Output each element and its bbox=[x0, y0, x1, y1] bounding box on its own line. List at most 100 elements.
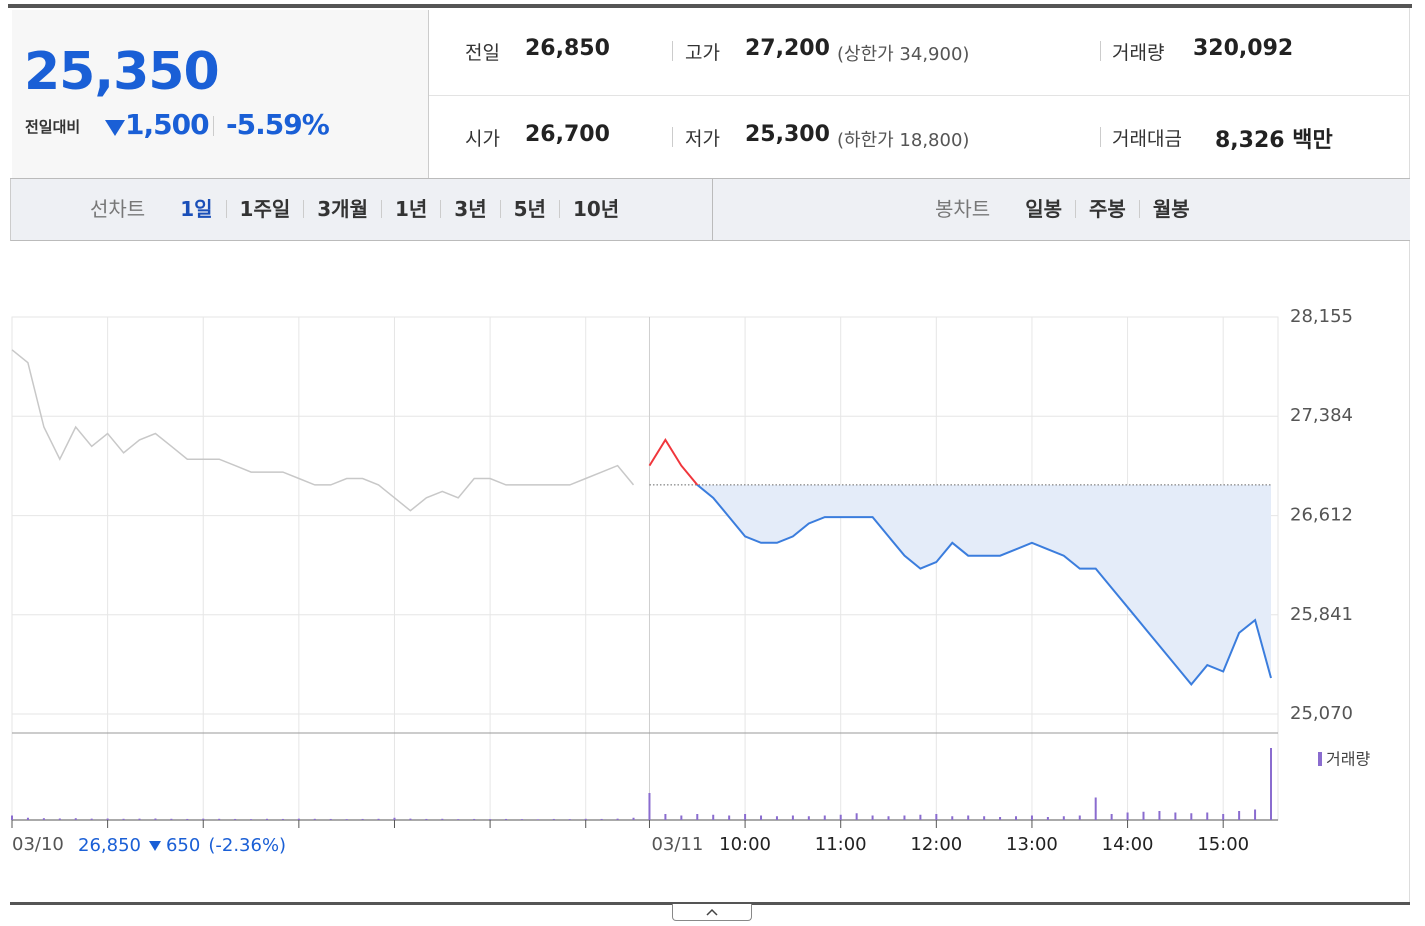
volume-bar bbox=[505, 818, 508, 820]
volume-bar bbox=[775, 816, 778, 820]
volume-bar bbox=[202, 818, 205, 820]
volume-bar bbox=[744, 814, 747, 820]
volume-bar bbox=[281, 818, 284, 820]
volume-bar bbox=[728, 815, 731, 820]
volume-bar bbox=[680, 815, 683, 820]
separator bbox=[672, 41, 673, 61]
volume-bar bbox=[409, 818, 412, 820]
caret-icon bbox=[706, 908, 718, 916]
volume-bar bbox=[265, 818, 268, 820]
volume-bar bbox=[552, 818, 555, 820]
volume-bar bbox=[1078, 815, 1081, 820]
summary-value: 26,700 bbox=[525, 122, 610, 147]
volume-bar bbox=[696, 814, 699, 820]
summary-label: 거래대금 bbox=[1112, 128, 1182, 150]
volume-bar bbox=[218, 818, 221, 820]
legend-swatch bbox=[1318, 752, 1322, 766]
collapse-button[interactable] bbox=[672, 904, 752, 921]
volume-bar bbox=[138, 818, 141, 820]
price-line bbox=[11, 349, 635, 512]
y-tick-label: 25,841 bbox=[1290, 604, 1353, 625]
volume-bar bbox=[951, 816, 954, 820]
volume-bar bbox=[1062, 816, 1065, 820]
volume-bar bbox=[345, 819, 348, 820]
x-tick-label: 10:00 bbox=[719, 834, 771, 855]
volume-bar bbox=[425, 818, 428, 820]
prev-day-summary: 26,850 650 (-2.36%) bbox=[78, 835, 286, 856]
volume-bar bbox=[1190, 813, 1193, 820]
separator bbox=[213, 116, 214, 136]
volume-bar bbox=[1110, 814, 1113, 820]
volume-bar bbox=[1222, 814, 1225, 820]
volume-bar bbox=[871, 815, 874, 820]
summary-note: (상한가 34,900) bbox=[837, 44, 970, 65]
volume-bar bbox=[234, 818, 237, 820]
tab[interactable]: 5년 bbox=[499, 199, 559, 219]
volume-bar bbox=[887, 816, 890, 820]
separator bbox=[1100, 41, 1101, 61]
tab[interactable]: 10년 bbox=[558, 199, 632, 219]
summary-label: 고가 bbox=[685, 42, 720, 64]
y-tick-label: 28,155 bbox=[1290, 306, 1353, 327]
volume-bar bbox=[58, 818, 61, 820]
tab[interactable]: 1주일 bbox=[225, 199, 304, 219]
volume-bar bbox=[1142, 811, 1145, 820]
tab[interactable]: 월봉 bbox=[1138, 199, 1203, 219]
x-tick-label: 12:00 bbox=[910, 834, 962, 855]
candle-tabs: 봉차트 일봉 주봉 월봉 bbox=[922, 197, 1203, 221]
tab[interactable]: 1일 bbox=[180, 197, 213, 221]
separator bbox=[672, 127, 673, 147]
volume-bar bbox=[983, 816, 986, 820]
summary-value: 320,092 bbox=[1193, 36, 1294, 61]
volume-bar bbox=[1238, 811, 1241, 820]
volume-bar bbox=[1015, 816, 1018, 820]
tab[interactable]: 3개월 bbox=[303, 199, 381, 219]
volume-bar bbox=[967, 815, 970, 820]
y-tick-label: 25,070 bbox=[1290, 703, 1353, 724]
summary-label: 전일 bbox=[465, 42, 500, 64]
volume-bar bbox=[170, 818, 173, 820]
volume-bar bbox=[393, 817, 396, 820]
y-tick-label: 27,384 bbox=[1290, 405, 1353, 426]
down-arrow bbox=[148, 840, 161, 851]
volume-bar bbox=[648, 793, 651, 820]
tab[interactable]: 3년 bbox=[440, 199, 499, 219]
volume-bar bbox=[664, 814, 667, 820]
volume-bar bbox=[1030, 815, 1033, 820]
volume-bar bbox=[250, 819, 253, 820]
x-tick-label: 15:00 bbox=[1197, 834, 1249, 855]
volume-bar bbox=[839, 814, 842, 820]
volume-bar bbox=[329, 818, 332, 820]
volume-bar bbox=[377, 818, 380, 820]
volume-bar bbox=[1206, 812, 1209, 820]
x-tick-label: 13:00 bbox=[1006, 834, 1058, 855]
summary-label: 거래량 bbox=[1112, 42, 1165, 64]
summary-value: 26,850 bbox=[525, 36, 610, 61]
down-arrow bbox=[105, 120, 125, 136]
volume-bar bbox=[536, 819, 539, 820]
volume-bar bbox=[441, 818, 444, 820]
summary-note: (하한가 18,800) bbox=[837, 130, 970, 151]
volume-bar bbox=[791, 815, 794, 820]
change-label: 전일대비 bbox=[25, 118, 81, 136]
tab-bar: 선차트 1일 1주일 3개월 1년 3년 5년 10년 봉차트 일봉 주봉 월봉 bbox=[10, 179, 1410, 241]
tab-divider bbox=[712, 179, 713, 240]
x-tick-label: 03/10 bbox=[12, 834, 64, 855]
volume-bar bbox=[1094, 797, 1097, 820]
header-bottom bbox=[10, 178, 1410, 179]
volume-bar bbox=[807, 816, 810, 820]
tab[interactable]: 1년 bbox=[380, 199, 440, 219]
x-tick-label: 14:00 bbox=[1102, 834, 1154, 855]
volume-bar bbox=[473, 818, 476, 820]
volume-bar bbox=[489, 819, 492, 820]
volume-bar bbox=[855, 813, 858, 820]
tab[interactable]: 주봉 bbox=[1075, 199, 1139, 219]
summary-value: 8,326 백만 bbox=[1215, 128, 1333, 153]
top-border bbox=[8, 4, 1412, 8]
tab[interactable]: 일봉 bbox=[1025, 197, 1063, 221]
volume-bar bbox=[122, 818, 125, 820]
volume-bar bbox=[186, 818, 189, 820]
change: 1,500 bbox=[125, 108, 210, 141]
